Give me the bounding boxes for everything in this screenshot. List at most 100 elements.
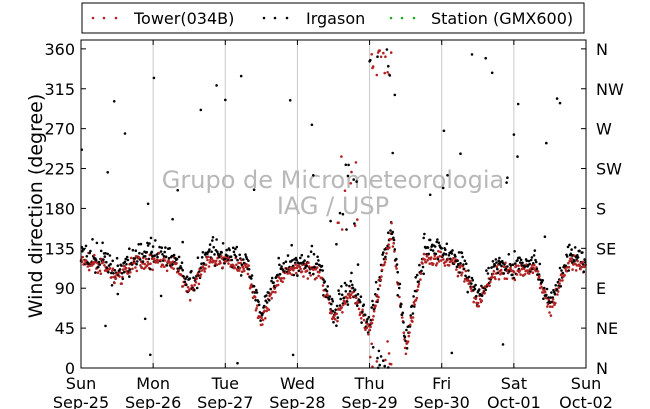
irgason-point — [141, 252, 144, 256]
x-tick-label-day: Sun — [571, 374, 601, 393]
irgason-point — [159, 294, 163, 298]
irgason-point — [429, 248, 433, 252]
legend-marker-tower — [102, 16, 106, 20]
irgason-point — [360, 321, 363, 324]
y-tick-label: 180 — [44, 199, 75, 218]
irgason-point — [400, 302, 403, 306]
irgason-point — [245, 257, 249, 261]
irgason-point — [294, 256, 298, 260]
irgason-point — [265, 294, 268, 297]
tower-point — [443, 264, 447, 267]
tower-point — [389, 51, 393, 54]
irgason-point — [254, 288, 258, 292]
irgason-point — [151, 254, 154, 258]
irgason-point — [496, 267, 499, 271]
irgason-point — [236, 361, 239, 365]
irgason-point — [84, 244, 88, 248]
tower-point — [369, 325, 372, 329]
irgason-point — [171, 263, 174, 266]
tower-point — [267, 308, 271, 312]
irgason-point — [570, 248, 573, 251]
tower-point — [383, 263, 386, 266]
irgason-point — [102, 258, 105, 261]
tower-point — [429, 256, 433, 259]
irgason-point — [97, 260, 101, 264]
irgason-point — [532, 254, 536, 257]
tower-point — [406, 340, 410, 343]
tower-point — [333, 314, 336, 317]
tower-point — [513, 278, 517, 282]
tower-point — [423, 258, 427, 261]
irgason-point — [141, 260, 145, 263]
tower-point — [232, 264, 235, 268]
irgason-point — [336, 316, 340, 319]
irgason-point — [391, 151, 395, 155]
irgason-point — [101, 241, 104, 245]
irgason-point — [139, 242, 143, 246]
irgason-point — [381, 253, 384, 256]
tower-point — [253, 295, 257, 299]
y-tick-label: 90 — [55, 279, 75, 298]
irgason-point — [123, 132, 127, 135]
tower-point — [358, 313, 362, 317]
irgason-point — [441, 186, 445, 190]
irgason-point — [459, 152, 462, 155]
irgason-point — [235, 245, 239, 249]
irgason-point — [327, 297, 331, 301]
irgason-point — [485, 269, 488, 272]
irgason-point — [409, 314, 413, 317]
irgason-point — [383, 364, 387, 368]
irgason-point — [232, 250, 236, 254]
tower-point — [515, 264, 518, 267]
irgason-point — [270, 276, 274, 280]
tower-point — [504, 261, 507, 265]
irgason-point — [506, 265, 509, 268]
tower-point — [135, 269, 139, 273]
irgason-point — [325, 289, 329, 293]
tower-point — [346, 296, 349, 300]
tower-point — [417, 282, 421, 286]
irgason-point — [467, 269, 470, 272]
data-points — [79, 48, 587, 370]
tower-point — [186, 286, 190, 289]
tower-point — [113, 281, 116, 285]
irgason-point — [379, 355, 383, 358]
tower-point — [120, 282, 123, 285]
tower-point — [382, 51, 385, 55]
irgason-point — [328, 295, 332, 298]
irgason-point — [379, 55, 383, 59]
tower-point — [512, 270, 516, 274]
irgason-point — [534, 260, 538, 264]
tower-point — [99, 272, 103, 276]
legend: Tower(034B) Irgason Station (GMX600) — [81, 2, 585, 34]
irgason-point — [437, 241, 441, 244]
tower-point — [366, 322, 370, 326]
irgason-point — [200, 262, 203, 266]
tower-point — [321, 284, 325, 287]
irgason-point — [451, 249, 454, 252]
irgason-point — [445, 242, 449, 246]
irgason-point — [212, 245, 215, 249]
irgason-point — [292, 273, 296, 277]
tower-point — [233, 266, 237, 270]
irgason-point — [335, 304, 339, 308]
tower-point — [489, 280, 492, 284]
irgason-point — [250, 274, 254, 277]
irgason-point — [210, 250, 213, 253]
irgason-point — [175, 257, 179, 261]
irgason-point — [103, 255, 107, 258]
irgason-point — [519, 261, 522, 264]
irgason-point — [150, 250, 153, 254]
irgason-point — [147, 257, 151, 261]
irgason-point — [278, 263, 281, 267]
irgason-point — [369, 58, 372, 62]
irgason-point — [180, 266, 183, 270]
irgason-point — [356, 263, 360, 266]
irgason-point — [165, 264, 169, 267]
tower-point — [563, 273, 566, 277]
tower-point — [162, 257, 165, 261]
tower-point — [393, 250, 396, 253]
tower-point — [383, 261, 387, 264]
tower-point — [375, 294, 379, 297]
irgason-point — [310, 123, 314, 127]
